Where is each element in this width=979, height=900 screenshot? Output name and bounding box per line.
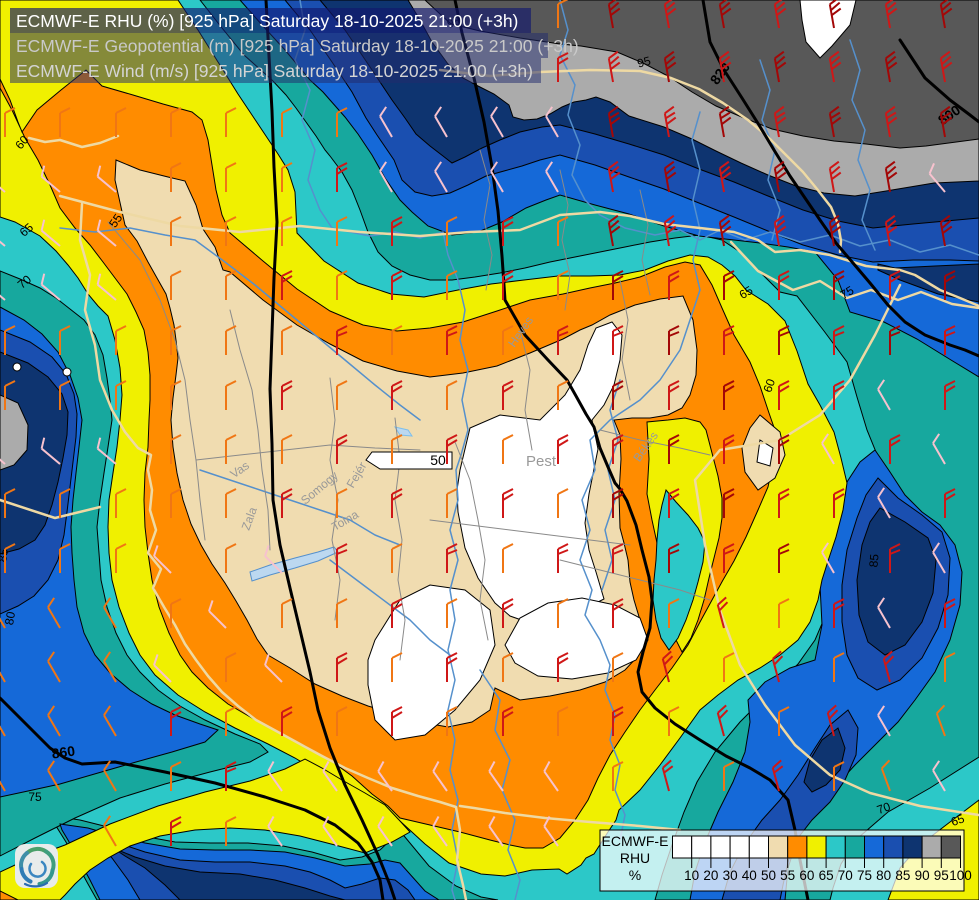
svg-text:75: 75: [28, 790, 42, 804]
svg-text:65: 65: [949, 811, 967, 829]
svg-text:ECMWF-E Wind (m/s) [925 hPa] S: ECMWF-E Wind (m/s) [925 hPa] Saturday 18…: [16, 61, 533, 81]
svg-text:ECMWF-E: ECMWF-E: [602, 833, 669, 849]
svg-text:75: 75: [838, 283, 857, 302]
svg-text:90: 90: [915, 868, 930, 883]
svg-text:80: 80: [876, 868, 891, 883]
svg-text:%: %: [629, 867, 641, 883]
svg-text:860: 860: [51, 742, 77, 761]
svg-text:RHU: RHU: [620, 850, 650, 866]
svg-text:30: 30: [723, 868, 738, 883]
svg-text:40: 40: [742, 868, 757, 883]
svg-text:65: 65: [819, 868, 834, 883]
svg-text:65: 65: [737, 283, 756, 302]
svg-text:70: 70: [838, 868, 853, 883]
svg-text:85: 85: [866, 553, 881, 568]
svg-text:ECMWF-E RHU (%) [925 hPa] Satu: ECMWF-E RHU (%) [925 hPa] Saturday 18-10…: [16, 11, 518, 31]
svg-text:75: 75: [857, 868, 872, 883]
svg-text:85: 85: [895, 868, 910, 883]
svg-text:ECMWF-E Geopotential (m) [925: ECMWF-E Geopotential (m) [925 hPa] Satur…: [16, 36, 579, 56]
svg-text:10: 10: [684, 868, 699, 883]
svg-text:50: 50: [761, 868, 776, 883]
svg-text:95: 95: [636, 54, 653, 71]
svg-text:60: 60: [760, 377, 778, 395]
svg-text:100: 100: [949, 868, 972, 883]
svg-text:Pest: Pest: [526, 453, 557, 470]
svg-text:20: 20: [703, 868, 718, 883]
svg-text:80: 80: [2, 610, 18, 626]
svg-text:95: 95: [934, 868, 949, 883]
svg-text:70: 70: [875, 799, 893, 817]
svg-text:50: 50: [430, 452, 446, 468]
svg-text:60: 60: [799, 868, 814, 883]
svg-text:55: 55: [780, 868, 795, 883]
